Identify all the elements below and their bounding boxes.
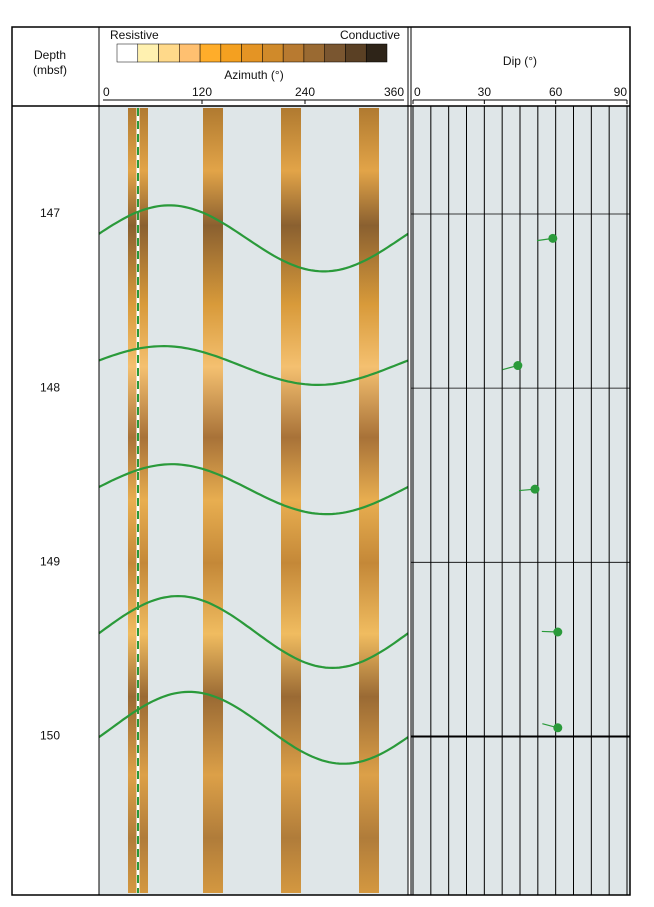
colorbar-swatch — [137, 43, 159, 63]
colorbar-swatch — [220, 43, 242, 63]
colorbar-swatch — [199, 43, 222, 63]
fracture-sinusoid — [98, 690, 409, 765]
fracture-sinusoid — [98, 344, 409, 386]
x-tick-label: 360 — [384, 85, 404, 99]
y-tick-label: 150 — [40, 729, 60, 743]
colorbar-swatch — [324, 43, 346, 63]
tadpole — [553, 723, 563, 733]
fracture-sinusoid — [98, 463, 409, 516]
tadpole — [553, 627, 563, 637]
x-tick-label: 60 — [549, 85, 563, 99]
x-tick-label: 0 — [414, 85, 421, 99]
frame — [11, 26, 631, 896]
dip-grid — [411, 106, 630, 895]
fracture-sinusoid — [98, 204, 409, 273]
colorbar-swatch — [365, 43, 388, 63]
colorbar-swatch — [345, 43, 367, 63]
pad — [359, 108, 379, 893]
right-label: Conductive — [340, 28, 400, 42]
colorbar-swatch — [158, 43, 180, 63]
colorbar-swatch — [262, 43, 284, 63]
x-tick-label: 120 — [192, 85, 212, 99]
x-tick-label: 0 — [103, 85, 110, 99]
dip-label: Dip (°) — [503, 54, 537, 68]
x-tick-label: 30 — [478, 85, 492, 99]
border — [11, 26, 631, 896]
fracture-sinusoid — [98, 594, 409, 670]
left-label: Resistive — [110, 28, 159, 42]
colorbar-swatch — [116, 43, 139, 63]
tadpole — [513, 361, 523, 371]
y-label: Depth — [34, 48, 66, 62]
x-tick-label: 90 — [614, 85, 628, 99]
colorbar-swatch — [179, 43, 201, 63]
colorbar-swatch — [241, 43, 263, 63]
tadpole — [548, 233, 558, 243]
y-tick-label: 149 — [40, 555, 60, 569]
marks — [98, 204, 563, 765]
azimuth-label: Azimuth (°) — [224, 68, 283, 82]
y-tick-label: 147 — [40, 206, 60, 220]
y-label: (mbsf) — [33, 63, 67, 77]
tadpole — [530, 484, 540, 494]
y-tick-label: 148 — [40, 380, 60, 394]
x-tick-label: 240 — [295, 85, 315, 99]
colorbar-swatch — [303, 43, 325, 63]
pad — [281, 108, 301, 893]
colorbar-swatch — [282, 43, 305, 63]
pad — [203, 108, 223, 893]
